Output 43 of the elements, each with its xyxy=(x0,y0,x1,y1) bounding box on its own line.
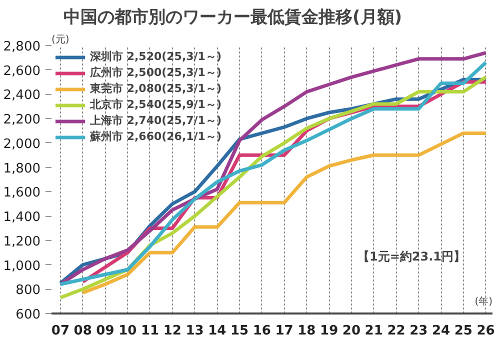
x-tick-label: 26 xyxy=(476,324,495,337)
chart-title: 中国の都市別のワーカー最低賃金推移(月額) xyxy=(64,8,402,28)
y-tick-label: 1,800 xyxy=(3,161,40,176)
y-tick-label: 1,000 xyxy=(3,258,40,274)
y-tick-label: 2,000 xyxy=(3,136,40,152)
y-tick-label: 1,400 xyxy=(3,210,40,226)
x-tick-label: 09 xyxy=(96,324,114,337)
y-tick-label: 1,200 xyxy=(3,234,40,250)
y-tick-label: 2,800 xyxy=(3,40,40,54)
x-tick-label: 22 xyxy=(387,324,406,337)
y-axis-title: (元) xyxy=(52,34,70,46)
y-tick-label: 1,600 xyxy=(3,186,40,201)
x-tick-label: 25 xyxy=(454,324,472,337)
y-tick-label: 2,400 xyxy=(3,88,40,104)
x-tick-label: 08 xyxy=(74,324,92,337)
x-tick-label: 24 xyxy=(432,324,450,337)
x-tick-label: 10 xyxy=(118,324,137,337)
x-tick-label: 12 xyxy=(163,324,182,337)
x-tick-label: 16 xyxy=(252,324,271,337)
legend-label: 広州市 2,500(25,3/1～) xyxy=(90,65,222,80)
x-tick-label: 15 xyxy=(230,324,249,337)
x-tick-label: 19 xyxy=(320,324,338,337)
y-tick-label: 2,200 xyxy=(3,112,40,128)
x-tick-label: 14 xyxy=(208,324,226,337)
x-tick-label: 11 xyxy=(140,324,160,337)
x-tick-label: 20 xyxy=(342,324,361,337)
legend-label: 蘇州市 2,660(26,1/1～) xyxy=(90,129,222,144)
annotation: 【1元=約23.1円】 xyxy=(357,250,466,264)
x-tick-label: 18 xyxy=(298,324,316,337)
y-tick-label: 2,600 xyxy=(3,64,40,79)
legend-label: 深圳市 2,520(25,3/1～) xyxy=(90,49,222,64)
x-tick-label: 07 xyxy=(51,324,70,337)
x-axis-title: (年) xyxy=(474,296,493,308)
x-tick-label: 17 xyxy=(275,324,294,337)
x-tick-label: 13 xyxy=(186,324,204,337)
legend-label: 北京市 2,540(25,9/1～) xyxy=(90,97,222,112)
x-tick-label: 23 xyxy=(410,324,428,337)
legend-label: 上海市 2,740(25,7/1～) xyxy=(90,113,222,128)
x-tick-label: 21 xyxy=(364,324,383,337)
y-tick-label: 800 xyxy=(16,283,41,298)
legend-label: 東莞市 2,080(25,3/1～) xyxy=(90,81,222,96)
line-series xyxy=(81,131,488,295)
y-tick-label: 600 xyxy=(16,308,41,322)
